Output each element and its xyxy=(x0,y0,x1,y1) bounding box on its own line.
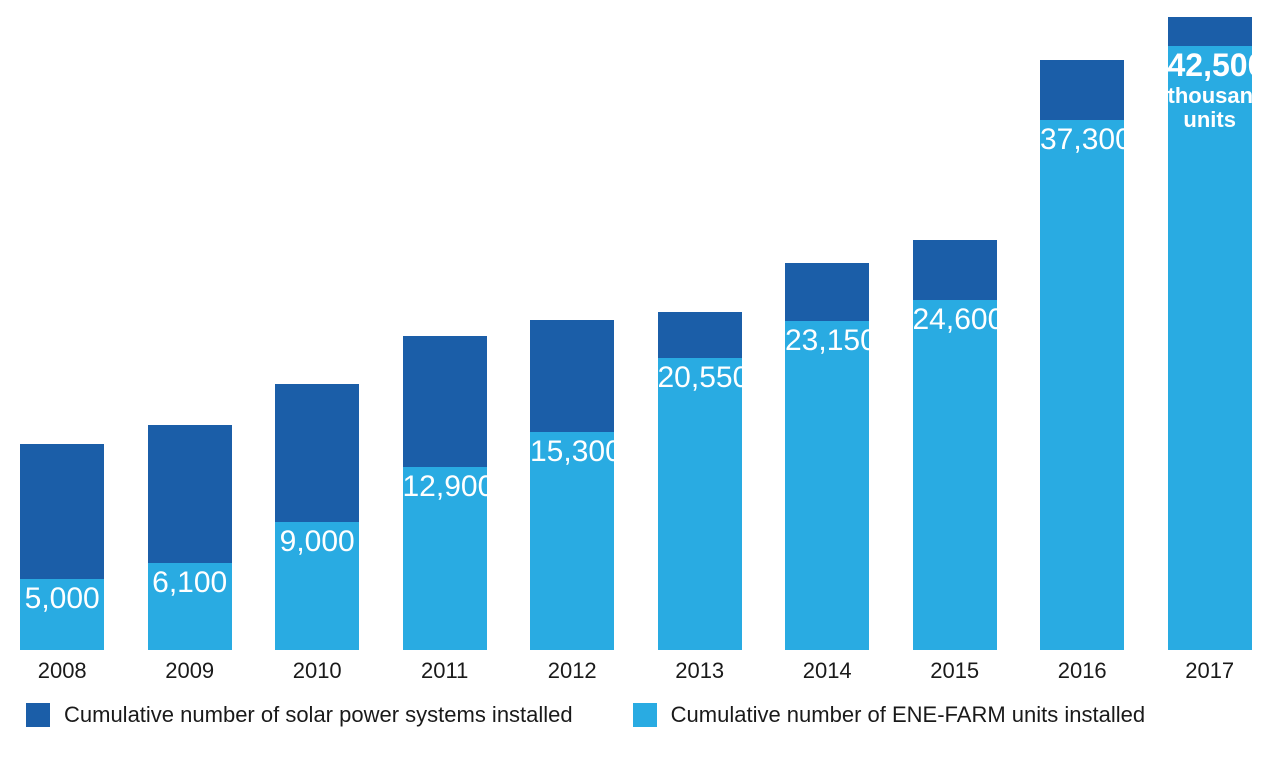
bar: 20,550 xyxy=(658,10,742,650)
legend-item: Cumulative number of ENE-FARM units inst… xyxy=(633,702,1145,728)
bar-segment-back xyxy=(658,312,742,358)
bar-segment-back xyxy=(785,263,869,321)
bar-segment-front xyxy=(1040,120,1124,650)
bar-segment-back xyxy=(913,240,997,300)
bar-segment-front xyxy=(785,321,869,650)
bar: 23,150 xyxy=(785,10,869,650)
legend: Cumulative number of solar power systems… xyxy=(26,702,1205,728)
legend-swatch xyxy=(26,703,50,727)
x-axis-label: 2016 xyxy=(1040,658,1124,684)
legend-item: Cumulative number of solar power systems… xyxy=(26,702,573,728)
bar: 42,500thousandunits xyxy=(1168,10,1252,650)
bar: 24,600 xyxy=(913,10,997,650)
bar: 9,000 xyxy=(275,10,359,650)
bar: 15,300 xyxy=(530,10,614,650)
bar-segment-back xyxy=(148,425,232,563)
stacked-bar-chart: 5,000 6,100 9,000 12,900 15,300 20,550 23,150 2… xyxy=(0,0,1272,762)
bar-segment-front xyxy=(1168,46,1252,650)
x-axis-label: 2011 xyxy=(403,658,487,684)
legend-label: Cumulative number of solar power systems… xyxy=(64,702,573,728)
bar-segment-back xyxy=(20,444,104,579)
x-axis: 2008 2009 2010 2011 2012 2013 2014 2015 2016 2017 xyxy=(20,658,1252,684)
x-axis-label: 2013 xyxy=(658,658,742,684)
bar: 37,300 xyxy=(1040,10,1124,650)
x-axis-label: 2017 xyxy=(1168,658,1252,684)
x-axis-label: 2014 xyxy=(785,658,869,684)
bar-segment-front xyxy=(913,300,997,650)
bar-segment-front xyxy=(20,579,104,650)
bar-segment-front xyxy=(403,467,487,650)
bar-segment-back xyxy=(403,336,487,467)
x-axis-label: 2010 xyxy=(275,658,359,684)
bar-segment-back xyxy=(275,384,359,522)
bar-segment-back xyxy=(1040,60,1124,120)
x-axis-label: 2008 xyxy=(20,658,104,684)
x-axis-label: 2015 xyxy=(913,658,997,684)
bar-segment-front xyxy=(275,522,359,650)
plot-area: 5,000 6,100 9,000 12,900 15,300 20,550 23,150 2… xyxy=(20,10,1252,650)
x-axis-label: 2009 xyxy=(148,658,232,684)
bar: 6,100 xyxy=(148,10,232,650)
bar: 5,000 xyxy=(20,10,104,650)
bar-segment-front xyxy=(148,563,232,650)
bar-segment-back xyxy=(530,320,614,432)
legend-swatch xyxy=(633,703,657,727)
x-axis-label: 2012 xyxy=(530,658,614,684)
bar-segment-front xyxy=(658,358,742,650)
bar-segment-front xyxy=(530,432,614,650)
bar: 12,900 xyxy=(403,10,487,650)
bar-segment-back xyxy=(1168,17,1252,45)
legend-label: Cumulative number of ENE-FARM units inst… xyxy=(671,702,1145,728)
